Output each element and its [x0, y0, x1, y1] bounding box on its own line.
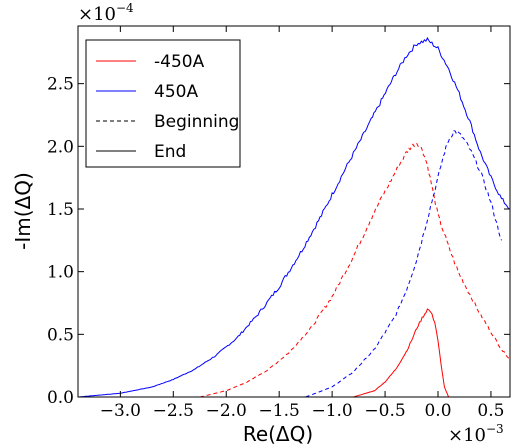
- x-axis-label: Re(ΔQ): [243, 422, 313, 446]
- legend: -450A 450A Beginning End: [85, 39, 241, 168]
- x-tick-label: −3.0: [100, 401, 141, 421]
- series-layer: [77, 36, 511, 398]
- y-tick-label: 0.5: [47, 325, 74, 345]
- y-tick-label: 2.5: [47, 75, 74, 95]
- legend-label: 450A: [154, 82, 198, 102]
- x-tick-label: −2.0: [206, 401, 247, 421]
- y-tick-label: 1.0: [47, 263, 74, 283]
- x-scale-base: ×10: [448, 425, 486, 446]
- x-scale-exponent: −3: [486, 422, 504, 436]
- y-scale-base: ×10: [78, 4, 116, 25]
- series-line-4: [353, 308, 450, 398]
- x-tick-label: −1.5: [259, 401, 300, 421]
- legend-label: Beginning: [154, 112, 239, 132]
- y-tick-label: 2.0: [47, 137, 74, 157]
- legend-label: -450A: [154, 52, 205, 72]
- x-scale-label: ×10−3: [448, 422, 504, 446]
- plot-frame: [77, 25, 511, 398]
- legend-label: End: [154, 142, 186, 162]
- x-tick-label: 0.5: [477, 401, 504, 421]
- y-tick-label: 1.5: [47, 200, 74, 220]
- y-scale-label: ×10−4: [78, 1, 134, 25]
- x-tick-label: −1.0: [311, 401, 352, 421]
- y-tick-label: 0.0: [47, 388, 74, 408]
- x-tick-label: −2.5: [153, 401, 194, 421]
- y-scale-exponent: −4: [116, 1, 134, 15]
- series-line-3: [305, 130, 502, 398]
- svg-text:×10−4: ×10−4: [78, 1, 134, 25]
- x-tick-label: 0.0: [424, 401, 451, 421]
- x-tick-label: −0.5: [364, 401, 405, 421]
- ticks-layer: −3.0 −2.5 −2.0 −1.5 −1.0 −0.5 0.0 0.5 0.0 0.5 1.0 1…: [47, 26, 510, 421]
- svg-text:×10−3: ×10−3: [448, 422, 504, 446]
- series-line-2: [199, 142, 511, 398]
- y-axis-label: -Im(ΔQ): [11, 172, 35, 250]
- series-line-1: [77, 36, 511, 398]
